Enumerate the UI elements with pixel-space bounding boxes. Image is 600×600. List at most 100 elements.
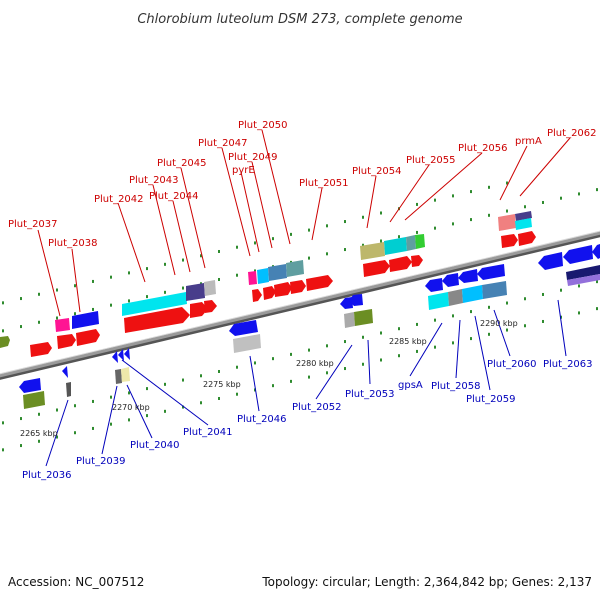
gene-feature[interactable] — [477, 264, 505, 280]
gene-label-pyre[interactable]: pyrE — [232, 165, 255, 176]
track-dot — [362, 335, 364, 339]
gene-label-gpsa[interactable]: gpsA — [398, 380, 423, 391]
gene-feature[interactable] — [354, 309, 373, 326]
gene-feature[interactable] — [23, 391, 45, 409]
gene-feature[interactable] — [112, 351, 118, 363]
gene-feature[interactable] — [204, 280, 216, 296]
gene-feature[interactable] — [190, 302, 208, 318]
gene-label-plut-2054[interactable]: Plut_2054 — [352, 166, 402, 177]
gene-label-plut-2055[interactable]: Plut_2055 — [406, 155, 456, 166]
gene-label-plut-2045[interactable]: Plut_2045 — [157, 158, 207, 169]
gene-feature[interactable] — [62, 366, 68, 378]
gene-feature[interactable] — [263, 286, 276, 300]
gene-feature[interactable] — [248, 271, 257, 285]
gene-feature[interactable] — [204, 300, 217, 313]
gene-feature[interactable] — [363, 260, 390, 277]
gene-feature[interactable] — [415, 234, 425, 249]
gene-label-plut-2049[interactable]: Plut_2049 — [228, 152, 278, 163]
gene-feature[interactable] — [257, 268, 269, 284]
gene-label-plut-2060[interactable]: Plut_2060 — [487, 359, 537, 370]
gene-feature[interactable] — [57, 334, 76, 349]
gene-label-plut-2052[interactable]: Plut_2052 — [292, 402, 342, 413]
track-dot — [20, 444, 22, 448]
gene-feature[interactable] — [458, 269, 478, 283]
gene-label-plut-2063[interactable]: Plut_2063 — [543, 359, 593, 370]
gene-label-plut-2056[interactable]: Plut_2056 — [458, 143, 508, 154]
gene-label-plut-2050[interactable]: Plut_2050 — [238, 120, 288, 131]
gene-feature[interactable] — [462, 285, 483, 303]
track-dot — [56, 435, 58, 439]
track-dot — [38, 320, 40, 324]
gene-feature[interactable] — [428, 292, 449, 310]
gene-label-plut-2040[interactable]: Plut_2040 — [130, 440, 180, 451]
gene-label-plut-2059[interactable]: Plut_2059 — [466, 394, 516, 405]
track-dot — [92, 399, 94, 403]
gene-feature[interactable] — [72, 311, 99, 329]
gene-feature[interactable] — [124, 348, 130, 360]
gene-label-plut-2037[interactable]: Plut_2037 — [8, 219, 58, 230]
gene-feature[interactable] — [425, 278, 443, 292]
gene-label-plut-2051[interactable]: Plut_2051 — [299, 178, 349, 189]
gene-feature[interactable] — [30, 342, 52, 357]
gene-feature[interactable] — [411, 255, 423, 267]
gene-feature[interactable] — [121, 367, 130, 382]
gene-feature[interactable] — [406, 235, 416, 251]
gene-label-plut-2042[interactable]: Plut_2042 — [94, 194, 144, 205]
gene-feature[interactable] — [518, 231, 536, 246]
gene-label-plut-2043[interactable]: Plut_2043 — [129, 175, 179, 186]
gene-feature[interactable] — [252, 289, 262, 302]
gene-feature[interactable] — [306, 275, 333, 291]
gene-label-plut-2039[interactable]: Plut_2039 — [76, 456, 126, 467]
gene-feature[interactable] — [55, 318, 70, 332]
track-dot — [56, 408, 58, 412]
gene-feature[interactable] — [566, 265, 600, 280]
gene-feature[interactable] — [76, 329, 100, 346]
gene-feature[interactable] — [19, 378, 41, 393]
gene-feature[interactable] — [498, 214, 516, 231]
gene-feature[interactable] — [567, 274, 600, 286]
gene-label-plut-2041[interactable]: Plut_2041 — [183, 427, 233, 438]
gene-feature[interactable] — [124, 307, 190, 333]
gene-label-plut-2053[interactable]: Plut_2053 — [345, 389, 395, 400]
track-dot — [452, 341, 454, 345]
gene-feature[interactable] — [538, 252, 563, 270]
gene-label-plut-2038[interactable]: Plut_2038 — [48, 238, 98, 249]
gene-label-prma[interactable]: prmA — [515, 136, 542, 147]
gene-feature[interactable] — [389, 256, 412, 272]
gene-feature[interactable] — [66, 382, 71, 397]
gene-feature[interactable] — [448, 289, 463, 306]
gene-label-plut-2058[interactable]: Plut_2058 — [431, 381, 481, 392]
gene-feature[interactable] — [274, 282, 292, 297]
gene-label-plut-2062[interactable]: Plut_2062 — [547, 128, 597, 139]
gene-feature[interactable] — [122, 292, 187, 316]
reverse-labels — [45, 299, 567, 467]
gene-feature[interactable] — [118, 349, 124, 361]
gene-label-plut-2036[interactable]: Plut_2036 — [22, 470, 72, 481]
gene-label-plut-2044[interactable]: Plut_2044 — [149, 191, 199, 202]
gene-feature[interactable] — [592, 244, 600, 259]
gene-feature[interactable] — [515, 211, 532, 221]
scale-label: 2275 kbp — [203, 380, 241, 389]
gene-feature[interactable] — [290, 280, 306, 294]
gene-feature[interactable] — [442, 273, 459, 287]
genome-title: Chlorobium luteolum DSM 273, complete ge… — [137, 12, 462, 27]
gene-feature[interactable] — [268, 264, 287, 281]
gene-feature[interactable] — [186, 283, 205, 301]
gene-feature[interactable] — [501, 234, 518, 248]
gene-feature[interactable] — [482, 281, 507, 299]
gene-feature[interactable] — [115, 369, 122, 384]
track-dot — [272, 357, 274, 361]
gene-feature[interactable] — [286, 260, 304, 277]
gene-feature[interactable] — [515, 218, 532, 230]
gene-feature[interactable] — [349, 294, 363, 306]
gene-label-plut-2046[interactable]: Plut_2046 — [237, 414, 287, 425]
gene-feature[interactable] — [384, 237, 407, 255]
gene-feature[interactable] — [563, 245, 593, 264]
track-dot — [128, 418, 130, 422]
gene-feature[interactable] — [229, 320, 258, 336]
gene-feature[interactable] — [0, 336, 10, 348]
gene-feature[interactable] — [233, 334, 261, 353]
gene-feature[interactable] — [344, 312, 355, 328]
gene-label-plut-2047[interactable]: Plut_2047 — [198, 138, 248, 149]
gene-feature[interactable] — [360, 242, 385, 260]
